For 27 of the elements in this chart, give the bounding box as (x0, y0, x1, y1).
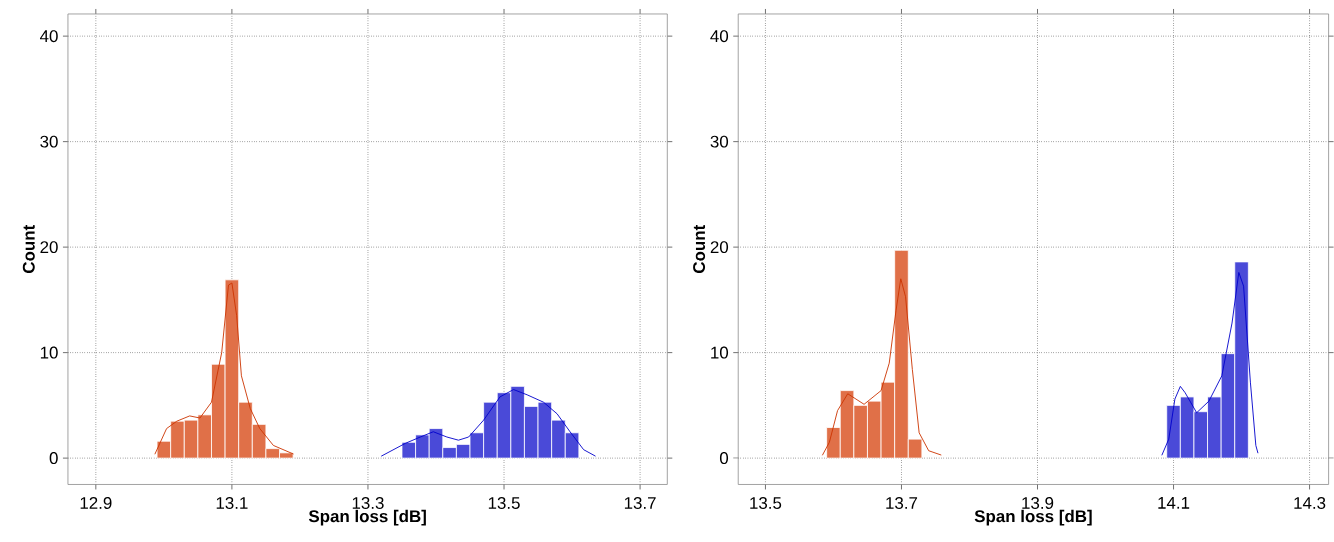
y-tick-label: 10 (711, 346, 729, 359)
y-tick-label: 30 (710, 135, 729, 148)
line-series (1161, 271, 1259, 456)
y-tick-label: 30 (40, 135, 58, 148)
x-tick-label: 13.7 (624, 496, 656, 509)
x-axis-title: Span loss [dB] (974, 509, 1092, 526)
y-tick-label: 40 (40, 29, 58, 42)
x-tick-label: 13.3 (352, 496, 384, 509)
line-series (381, 388, 596, 457)
x-tick-label: 13.7 (886, 496, 918, 509)
line-series (822, 278, 942, 456)
x-tick-label: 12.9 (80, 496, 112, 509)
x-tick-label: 13.5 (488, 496, 520, 509)
x-tick-label: 14.3 (1294, 496, 1326, 509)
x-tick-label: 13.9 (1022, 496, 1054, 509)
y-tick-label: 20 (710, 240, 729, 253)
y-tick-label: 10 (40, 346, 58, 359)
x-tick-label: 14.1 (1158, 496, 1190, 509)
x-axis-title: Span loss [dB] (308, 509, 426, 526)
y-tick-label: 0 (49, 451, 58, 464)
y-tick-label: 20 (40, 240, 58, 253)
x-tick-label: 13.1 (216, 496, 248, 509)
y-tick-label: 40 (710, 29, 729, 42)
x-tick-label: 13.5 (750, 496, 782, 509)
y-axis-title: Count (22, 224, 35, 273)
y-axis-title: Count (693, 224, 706, 273)
y-tick-label: 0 (719, 451, 729, 464)
